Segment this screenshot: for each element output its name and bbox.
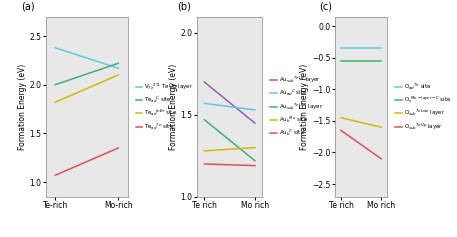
Y-axis label: Formation Energy (eV): Formation Energy (eV) — [18, 64, 27, 150]
Legend: O$_{ad}$$^{Te}$ site, O$_{s}$$^{Mo-layer-C}$ site, O$_{sub}$$^{TeLow}$ layer, O$: O$_{ad}$$^{Te}$ site, O$_{s}$$^{Mo-layer… — [395, 82, 451, 132]
Text: (b): (b) — [177, 1, 191, 11]
Y-axis label: Formation Energy (eV): Formation Energy (eV) — [169, 64, 178, 150]
Y-axis label: Formation Energy (eV): Formation Energy (eV) — [300, 64, 309, 150]
Legend: Au$_{sub}$$^{TeUp}$ layer, Au$_{ad}$$^{C}$ site, Au$_{sub}$$^{TeLow}$ layer, Au$: Au$_{sub}$$^{TeUp}$ layer, Au$_{ad}$$^{C… — [270, 75, 323, 138]
Legend: V$_{Te}$$^{2TL}$ TeUp layer, Te$_{ad}$$^{C}$ site, Te$_{ad}$$^{InBr}$ site, Te$_: V$_{Te}$$^{2TL}$ TeUp layer, Te$_{ad}$$^… — [136, 82, 193, 132]
Text: (c): (c) — [319, 1, 332, 11]
Text: (a): (a) — [21, 1, 35, 11]
